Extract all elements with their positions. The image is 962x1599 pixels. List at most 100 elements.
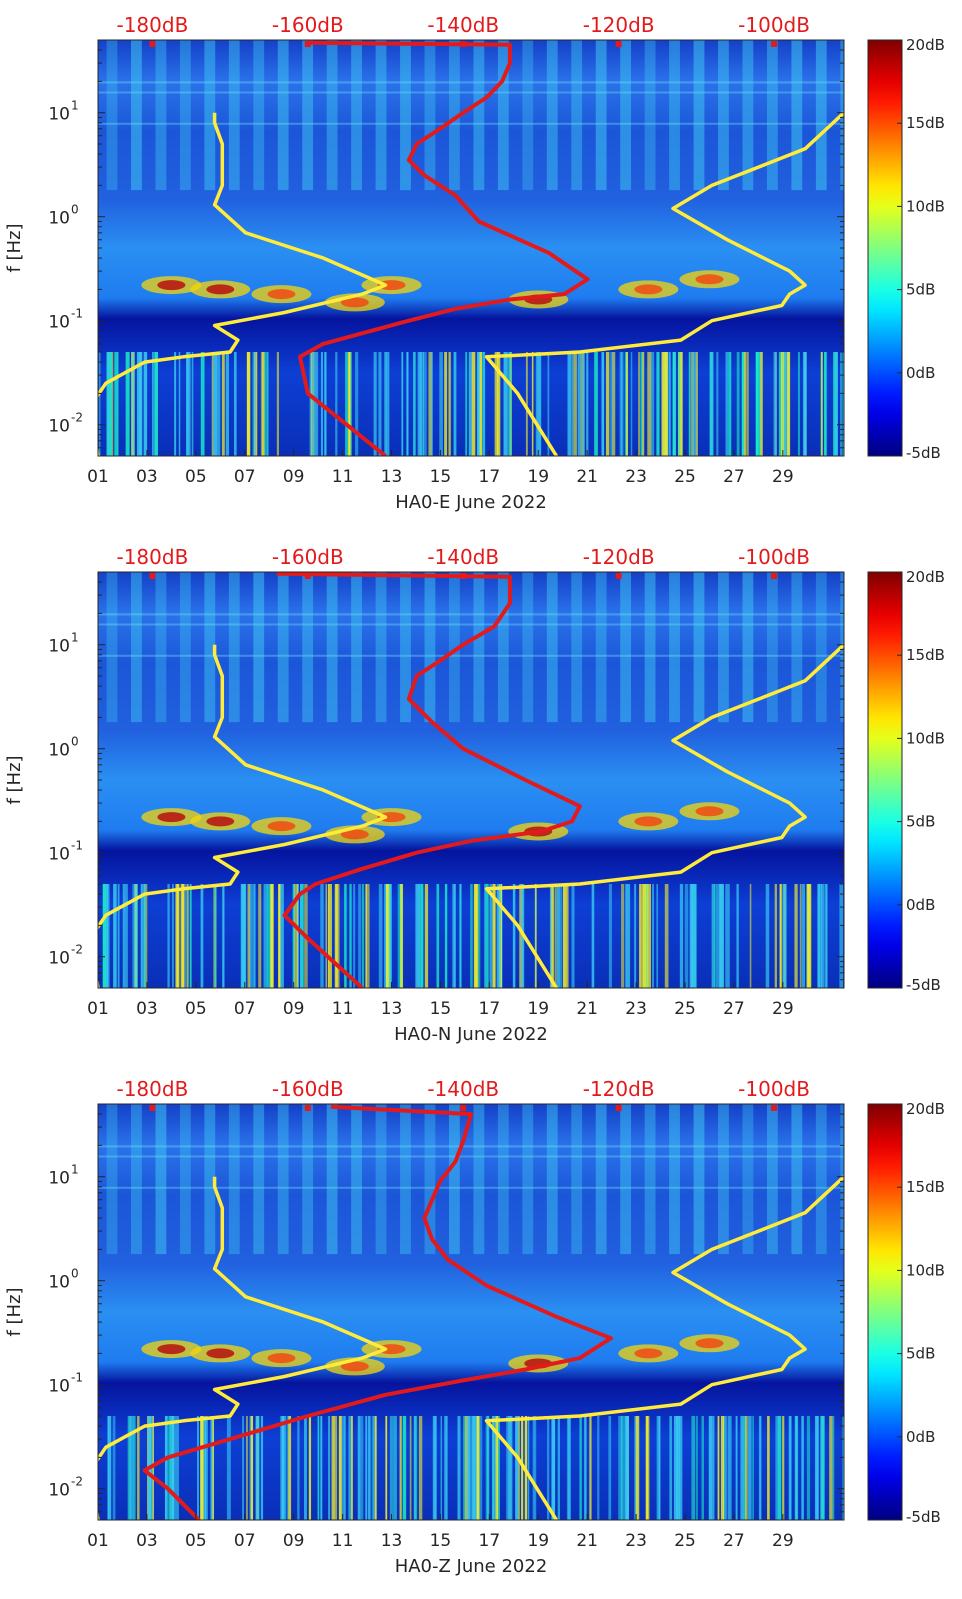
x-tick-label: 13: [381, 467, 403, 487]
y-tick-exponent: -2: [71, 411, 83, 425]
x-tick-label: 21: [576, 999, 598, 1019]
y-tick-label: 10: [48, 741, 70, 761]
x-tick-label: 07: [234, 1531, 256, 1551]
series-line-1: [298, 40, 590, 456]
x-tick-label: 17: [479, 999, 501, 1019]
y-tick-label: 10: [48, 845, 70, 865]
top-db-label: -140dB: [427, 13, 499, 37]
top-db-label: -100dB: [738, 1077, 810, 1101]
x-tick-label: 17: [479, 1531, 501, 1551]
colorbar-label: 20dB: [906, 568, 945, 586]
x-tick-label: 25: [674, 1531, 696, 1551]
y-tick-label: 10: [48, 1481, 70, 1501]
x-tick-label: 27: [723, 1531, 745, 1551]
top-db-marker: [615, 1105, 622, 1111]
x-tick-label: 29: [772, 999, 794, 1019]
colorbar-label: 20dB: [906, 36, 945, 54]
spectrogram-texture: [98, 40, 844, 456]
colorbar-label: 0dB: [906, 364, 935, 382]
colorbar-label: 15dB: [906, 114, 945, 132]
x-tick-label: 13: [381, 1531, 403, 1551]
top-db-label: -120dB: [583, 13, 655, 37]
x-tick-label: 23: [625, 467, 647, 487]
series-line-1: [142, 1104, 613, 1520]
top-db-label: -180dB: [116, 1077, 188, 1101]
y-tick-label: 10: [48, 209, 70, 229]
spectrogram-texture: [98, 1104, 844, 1520]
x-tick-label: 23: [625, 999, 647, 1019]
top-db-marker: [615, 41, 622, 47]
x-tick-label: 15: [430, 999, 452, 1019]
y-tick-exponent: 0: [71, 735, 79, 749]
y-axis-label: f [Hz]: [4, 755, 25, 804]
x-tick-label: 01: [87, 999, 109, 1019]
x-tick-label: 25: [674, 467, 696, 487]
y-tick-exponent: -2: [71, 943, 83, 957]
colorbar-label: 10dB: [906, 729, 945, 747]
y-tick-exponent: -1: [71, 307, 83, 321]
x-tick-label: 13: [381, 999, 403, 1019]
x-tick-label: 19: [527, 1531, 549, 1551]
series-line-3: [484, 1175, 844, 1520]
colorbar-label: 0dB: [906, 896, 935, 914]
x-tick-label: 21: [576, 467, 598, 487]
x-tick-label: 07: [234, 999, 256, 1019]
x-tick-label: 19: [527, 467, 549, 487]
top-db-marker: [460, 41, 467, 47]
top-db-label: -140dB: [427, 545, 499, 569]
top-db-marker: [149, 1105, 156, 1111]
colorbar-scale: [867, 571, 903, 989]
top-db-marker: [615, 573, 622, 579]
x-axis-label: HA0-E June 2022: [395, 492, 547, 513]
colorbar-label: -5dB: [906, 444, 941, 462]
top-db-label: -140dB: [427, 1077, 499, 1101]
x-tick-label: 03: [136, 467, 158, 487]
x-tick-label: 15: [430, 1531, 452, 1551]
y-tick-exponent: -1: [71, 839, 83, 853]
y-tick-exponent: 0: [71, 1267, 79, 1281]
x-tick-label: 03: [136, 999, 158, 1019]
x-tick-label: 19: [527, 999, 549, 1019]
y-tick-exponent: 0: [71, 203, 79, 217]
top-db-marker: [304, 573, 311, 579]
top-db-label: -100dB: [738, 545, 810, 569]
x-tick-label: 01: [87, 1531, 109, 1551]
y-tick-label: 10: [48, 1377, 70, 1397]
top-db-marker: [771, 41, 778, 47]
x-tick-label: 11: [332, 467, 354, 487]
y-tick-label: 10: [48, 1273, 70, 1293]
series-line-3: [484, 643, 844, 988]
top-db-marker: [149, 573, 156, 579]
y-tick-label: 10: [48, 105, 70, 125]
x-tick-label: 15: [430, 467, 452, 487]
y-tick-label: 10: [48, 417, 70, 437]
x-tick-label: 27: [723, 999, 745, 1019]
y-tick-label: 10: [48, 1169, 70, 1189]
x-tick-label: 11: [332, 999, 354, 1019]
top-db-label: -120dB: [583, 1077, 655, 1101]
x-tick-label: 25: [674, 999, 696, 1019]
y-axis-label: f [Hz]: [4, 1287, 25, 1336]
series-line-3: [484, 111, 844, 456]
top-db-label: -160dB: [272, 1077, 344, 1101]
y-tick-exponent: -1: [71, 1371, 83, 1385]
colorbar: 20dB 15dB 10dB 5dB 0dB -5dB: [867, 1100, 945, 1526]
x-tick-label: 09: [283, 1531, 305, 1551]
colorbar-label: 0dB: [906, 1428, 935, 1446]
y-tick-label: 10: [48, 637, 70, 657]
series-line-2: [98, 644, 388, 988]
x-tick-label: 23: [625, 1531, 647, 1551]
y-tick-exponent: -2: [71, 1475, 83, 1489]
top-db-label: -180dB: [116, 13, 188, 37]
top-db-marker: [304, 1105, 311, 1111]
x-tick-label: 21: [576, 1531, 598, 1551]
x-tick-label: 05: [185, 1531, 207, 1551]
colorbar-label: 10dB: [906, 197, 945, 215]
series-line-2: [98, 1176, 388, 1520]
x-tick-label: 01: [87, 467, 109, 487]
colorbar-label: 15dB: [906, 1178, 945, 1196]
x-tick-label: 29: [772, 1531, 794, 1551]
x-tick-label: 03: [136, 1531, 158, 1551]
x-tick-label: 05: [185, 999, 207, 1019]
